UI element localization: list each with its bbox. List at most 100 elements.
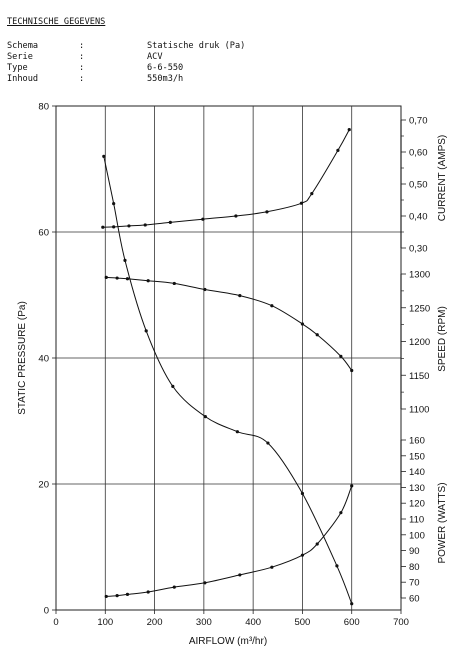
data-point — [112, 202, 116, 206]
data-point — [115, 276, 119, 280]
data-point — [104, 275, 108, 279]
data-point — [104, 594, 108, 599]
data-point — [201, 217, 205, 221]
data-point — [172, 585, 176, 589]
spec-row-schema: Schema : Statische druk (Pa) — [7, 41, 307, 52]
current-axis: 0,30 0,40 0,50 0,60 0,70 CURRENT (AMPS) — [400, 116, 448, 255]
data-point — [112, 225, 116, 229]
right-tick-label: 160 — [409, 436, 425, 447]
section-title: TECHNISCHE GEGEVENS — [7, 17, 106, 27]
data-point — [127, 224, 131, 228]
data-point — [315, 333, 319, 337]
right-tick-label: 0,50 — [409, 180, 428, 191]
spec-row-type: Type : 6-6-550 — [7, 63, 307, 74]
data-point — [335, 564, 339, 568]
data-point — [238, 294, 242, 298]
data-point — [146, 590, 150, 594]
x-axis-ticks: 0 100 200 300 400 500 600 700 — [53, 610, 409, 628]
data-point — [270, 565, 274, 569]
data-point — [350, 484, 354, 488]
data-point — [123, 258, 127, 262]
right-tick-label: 70 — [409, 578, 420, 589]
data-point — [125, 277, 130, 281]
data-point — [299, 201, 304, 205]
speed-series — [104, 275, 354, 373]
y-tick-label: 40 — [38, 354, 49, 365]
y-tick-label: 60 — [38, 228, 49, 239]
current-axis-label: CURRENT (AMPS) — [437, 135, 448, 221]
spec-row-serie: Serie : ACV — [7, 52, 307, 63]
data-point — [339, 511, 343, 515]
right-tick-label: 100 — [409, 530, 425, 541]
data-point — [203, 581, 207, 585]
data-point — [350, 368, 354, 373]
data-point — [203, 287, 207, 292]
right-tick-label: 1300 — [409, 270, 430, 281]
spec-label: Inhoud — [7, 74, 39, 84]
spec-value: ACV — [147, 52, 163, 62]
spec-colon: : — [79, 63, 85, 73]
right-tick-label: 150 — [409, 451, 425, 462]
data-point — [350, 602, 354, 606]
x-tick-label: 500 — [294, 617, 310, 628]
right-tick-label: 130 — [409, 483, 425, 494]
data-point — [310, 192, 314, 196]
data-point — [171, 384, 175, 388]
right-tick-label: 120 — [409, 499, 425, 510]
speed-curve — [106, 276, 353, 371]
x-tick-label: 100 — [97, 617, 113, 628]
data-point — [300, 491, 305, 496]
y-tick-label: 20 — [38, 480, 49, 491]
right-tick-label: 0,70 — [409, 116, 428, 127]
right-tick-label: 80 — [409, 562, 420, 573]
spec-value: 6-6-550 — [147, 63, 184, 73]
right-tick-label: 1250 — [409, 303, 430, 314]
x-tick-label: 700 — [393, 617, 409, 628]
power-axis-label: POWER (WATTS) — [437, 482, 448, 563]
spec-colon: : — [79, 41, 85, 51]
chart-grid — [55, 105, 402, 611]
spec-value: Statische druk (Pa) — [147, 41, 246, 51]
spec-label: Serie — [7, 52, 33, 62]
data-point — [300, 322, 305, 326]
specifications-header: TECHNISCHE GEGEVENS Schema : Statische d… — [7, 0, 462, 100]
data-point — [125, 592, 130, 596]
data-point — [266, 441, 270, 445]
x-tick-label: 300 — [196, 617, 212, 628]
right-tick-label: 1150 — [409, 371, 429, 382]
data-point — [144, 329, 148, 333]
y-tick-label: 0 — [44, 606, 49, 617]
data-point — [315, 542, 319, 546]
current-series — [101, 128, 351, 229]
data-point — [265, 210, 269, 214]
x-tick-label: 600 — [344, 617, 360, 628]
data-point — [339, 354, 343, 358]
speed-axis-label: SPEED (RPM) — [437, 306, 448, 372]
right-tick-label: 0,30 — [409, 244, 428, 255]
right-tick-label: 140 — [409, 467, 425, 478]
power-series — [104, 484, 354, 599]
right-tick-label: 110 — [409, 515, 424, 526]
speed-axis: 1100 1150 1200 1250 1300 SPEED (RPM) — [400, 270, 448, 416]
data-point — [238, 573, 242, 577]
spec-label: Type — [7, 63, 28, 73]
spec-colon: : — [79, 74, 85, 84]
pressure-curve — [103, 156, 353, 604]
power-curve — [106, 485, 353, 597]
data-point — [101, 225, 105, 229]
data-point — [336, 148, 340, 152]
data-point — [143, 223, 147, 227]
right-tick-label: 60 — [409, 594, 420, 605]
right-tick-label: 0,60 — [409, 148, 428, 159]
pressure-axis: 0 20 40 60 80 STATIC PRESSURE (Pa) — [17, 102, 56, 617]
pressure-series — [102, 154, 354, 606]
data-point — [146, 279, 150, 283]
right-tick-label: 90 — [409, 546, 420, 557]
data-point — [347, 128, 351, 132]
x-axis-label: AIRFLOW (m³/hr) — [189, 636, 267, 647]
right-tick-label: 0,40 — [409, 212, 428, 223]
data-point — [172, 281, 176, 286]
data-point — [102, 154, 106, 158]
pressure-axis-label: STATIC PRESSURE (Pa) — [17, 301, 28, 415]
